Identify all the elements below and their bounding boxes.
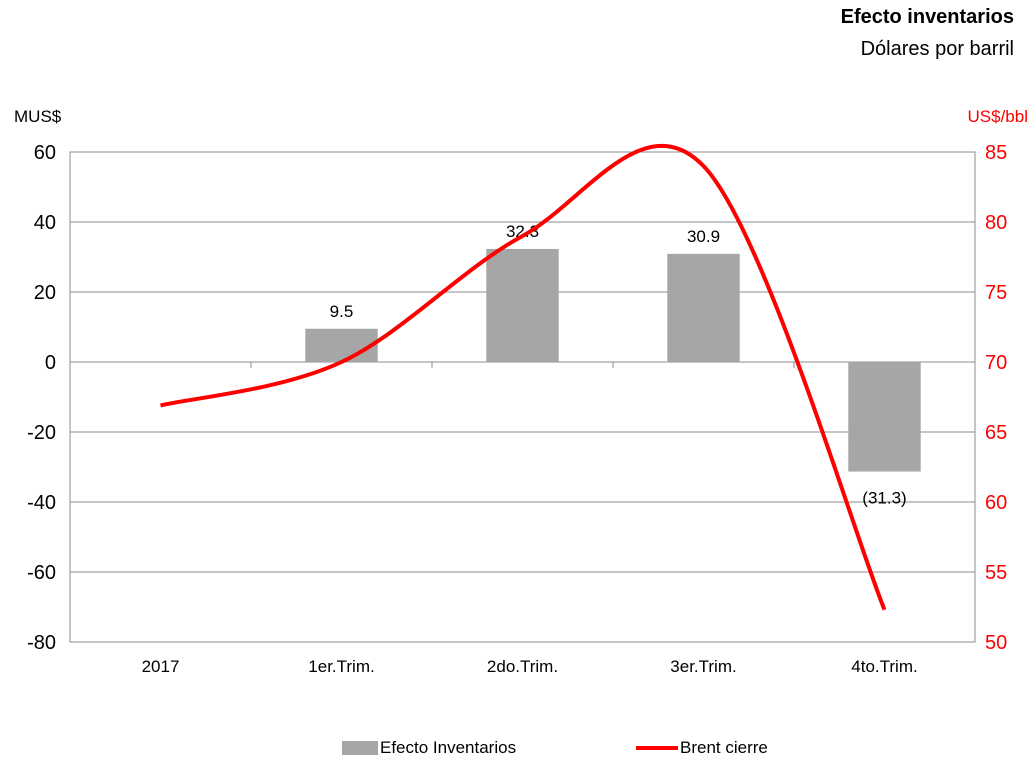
- y-right-tick-label: 55: [985, 562, 1007, 584]
- x-tick-label: 3er.Trim.: [670, 657, 736, 676]
- y-right-tick-label: 70: [985, 352, 1007, 374]
- y-left-tick-label: -20: [27, 422, 56, 444]
- left-axis-unit: MUS$: [14, 107, 62, 126]
- y-left-tick-label: 60: [34, 142, 56, 164]
- chart-title: Efecto inventarios: [840, 6, 1014, 28]
- right-axis-unit: US$/bbl: [967, 107, 1028, 126]
- bar: [486, 248, 559, 362]
- chart-subtitle: Dólares por barril: [860, 38, 1014, 60]
- legend-label-bar: Efecto Inventarios: [380, 738, 517, 757]
- x-tick-label: 2do.Trim.: [487, 657, 558, 676]
- x-tick-label: 2017: [142, 657, 180, 676]
- legend-swatch-bar: [342, 741, 378, 755]
- y-left-tick-label: 40: [34, 212, 56, 234]
- bar-data-label: (31.3): [862, 489, 906, 508]
- x-tick-label: 4to.Trim.: [851, 657, 917, 676]
- legend-item-bar: Efecto Inventarios: [342, 738, 516, 758]
- y-right-tick-label: 85: [985, 142, 1007, 164]
- bar: [848, 362, 921, 472]
- y-right-tick-label: 60: [985, 492, 1007, 514]
- y-right-tick-label: 65: [985, 422, 1007, 444]
- y-right-tick-label: 80: [985, 212, 1007, 234]
- x-tick-label: 1er.Trim.: [308, 657, 374, 676]
- y-right-tick-label: 50: [985, 632, 1007, 654]
- bar-data-label: 32.3: [506, 222, 539, 241]
- y-left-tick-label: -60: [27, 562, 56, 584]
- bar-data-label: 30.9: [687, 227, 720, 246]
- y-left-tick-label: -80: [27, 632, 56, 654]
- legend-swatch-line: [636, 746, 678, 750]
- y-left-tick-label: -40: [27, 492, 56, 514]
- y-left-tick-label: 0: [45, 352, 56, 374]
- y-left-tick-label: 20: [34, 282, 56, 304]
- bar: [667, 253, 740, 362]
- legend-label-line: Brent cierre: [680, 738, 768, 757]
- y-right-tick-label: 75: [985, 282, 1007, 304]
- legend-item-line: Brent cierre: [636, 738, 768, 758]
- plot-frame: [69, 151, 976, 643]
- series-line-brent: [160, 143, 887, 611]
- bar: [305, 328, 378, 362]
- bar-data-label: 9.5: [330, 302, 354, 321]
